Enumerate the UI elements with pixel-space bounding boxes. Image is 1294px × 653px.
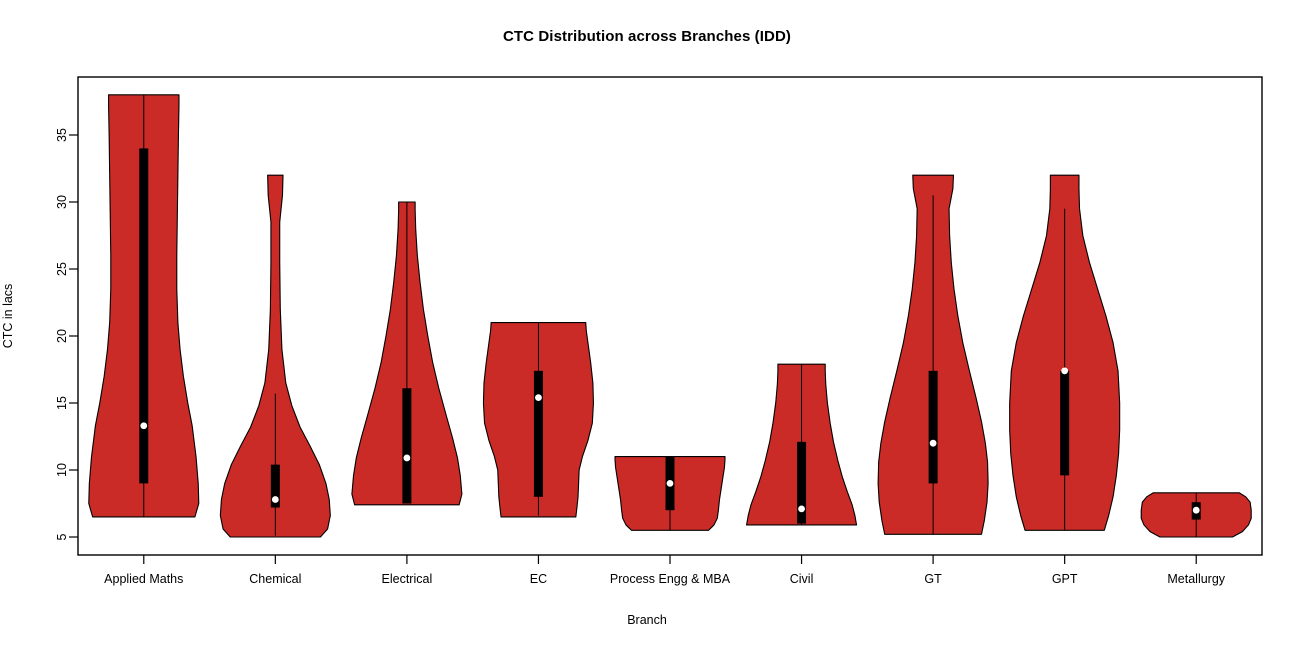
median-marker	[140, 422, 148, 430]
median-marker	[271, 496, 279, 503]
violin-process-engg-mba	[614, 456, 726, 531]
x-tick-label-electrical: Electrical	[382, 572, 433, 586]
y-tick-label: 5	[55, 533, 69, 540]
iqr-box	[139, 148, 149, 484]
violin-metallurgy	[1140, 492, 1252, 538]
violin-civil	[746, 363, 858, 526]
x-tick-label-chemical: Chemical	[249, 572, 301, 586]
median-marker	[535, 394, 542, 402]
x-tick-label-gt: GT	[924, 572, 942, 586]
x-tick-label-applied-maths: Applied Maths	[104, 572, 183, 586]
x-tick-label-metallurgy: Metallurgy	[1167, 572, 1225, 586]
iqr-box	[1060, 370, 1070, 476]
iqr-box	[270, 464, 280, 508]
median-marker	[403, 454, 411, 462]
violins-layer	[88, 94, 1252, 538]
violin-gpt	[1009, 174, 1121, 531]
median-marker	[1192, 506, 1200, 514]
median-marker	[666, 480, 674, 487]
violin-applied-maths	[88, 94, 200, 518]
iqr-box	[797, 441, 807, 524]
x-axis-label: Branch	[627, 613, 667, 627]
violin-chemical	[219, 174, 331, 538]
axis-ticks-layer: 5 10 15 20 25 30 35 Applied Maths Chemical Electr…	[55, 128, 1226, 586]
x-tick-label-gpt: GPT	[1052, 572, 1078, 586]
x-tick-label-ec: EC	[530, 572, 547, 586]
y-tick-label: 25	[55, 262, 69, 276]
median-marker	[929, 439, 937, 447]
violin-ec	[482, 322, 594, 518]
y-tick-label: 20	[55, 329, 69, 343]
violin-body	[219, 174, 331, 538]
iqr-box	[402, 388, 412, 504]
median-marker	[798, 505, 805, 513]
x-tick-label-civil: Civil	[790, 572, 814, 586]
y-tick-label: 10	[55, 463, 69, 477]
y-tick-label: 30	[55, 195, 69, 209]
iqr-box	[928, 370, 938, 484]
x-tick-label-process-engg-mba: Process Engg & MBA	[610, 572, 731, 586]
y-tick-label: 35	[55, 128, 69, 142]
iqr-box	[533, 370, 543, 497]
violin-electrical	[351, 201, 463, 506]
page-title: CTC Distribution across Branches (IDD)	[502, 28, 791, 45]
median-marker	[1061, 367, 1069, 375]
y-tick-label: 15	[55, 396, 69, 410]
violin-gt	[877, 174, 989, 535]
